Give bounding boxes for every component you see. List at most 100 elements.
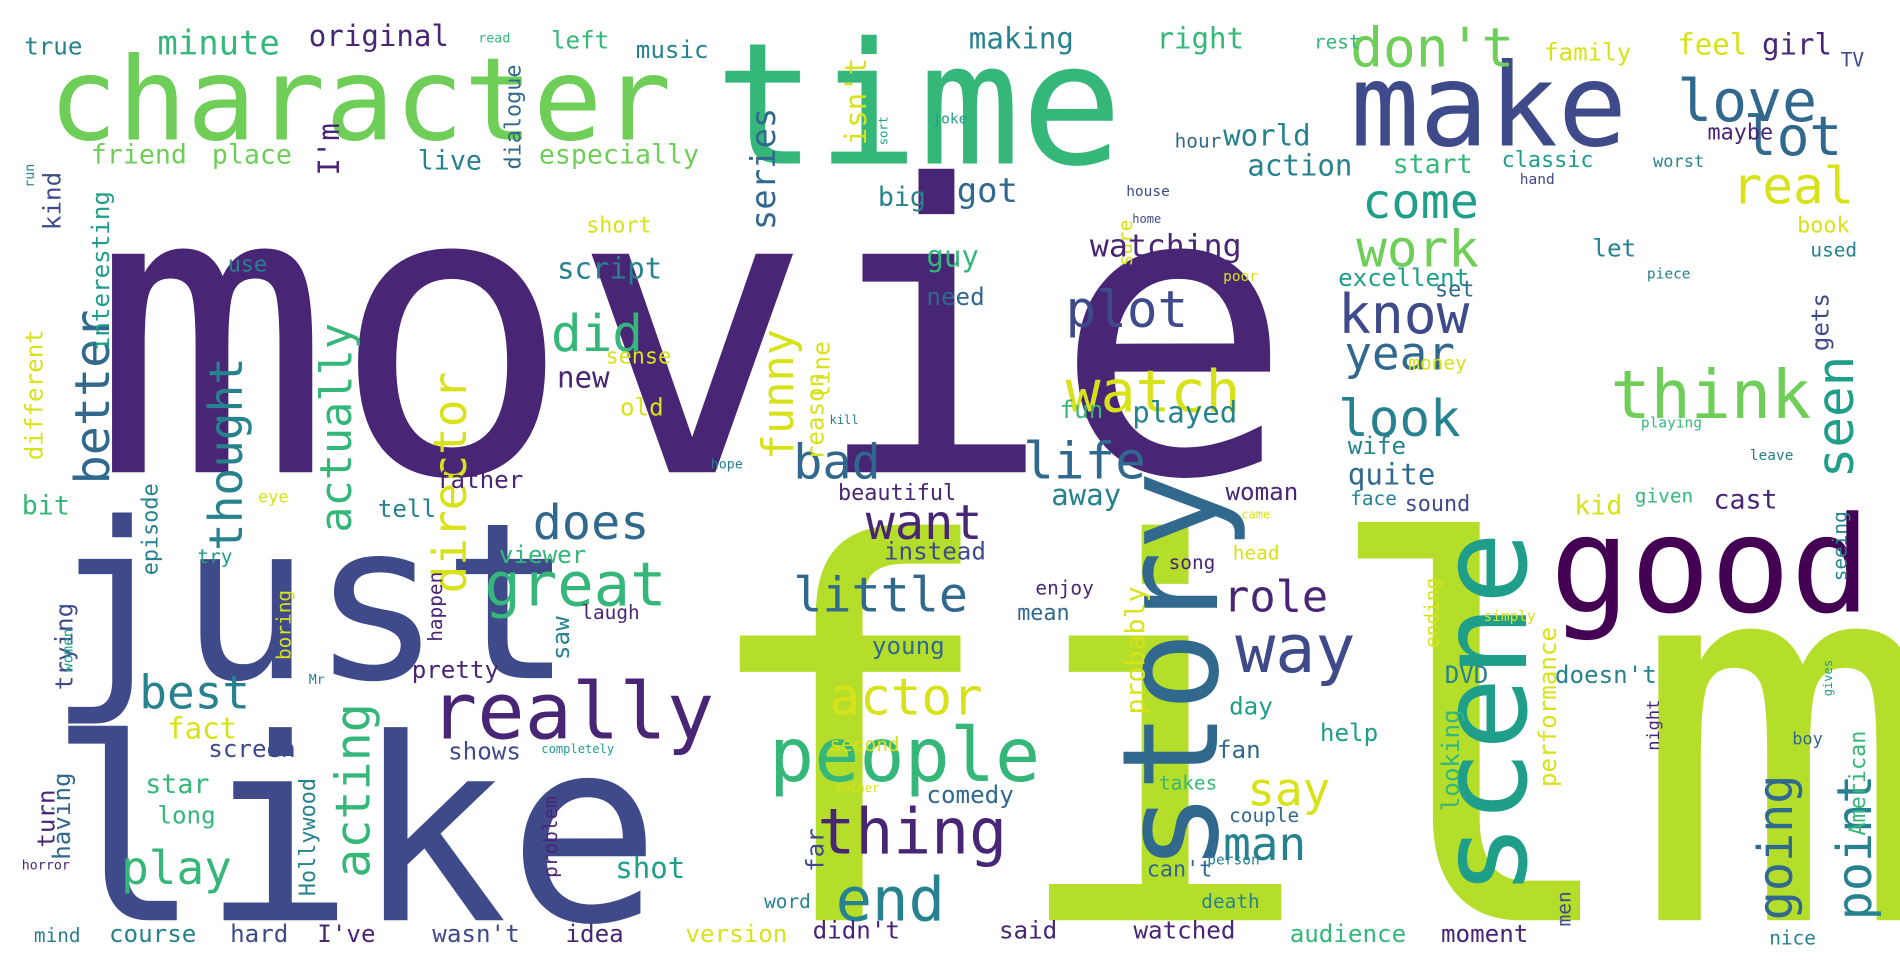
word-actor: actor <box>830 669 983 728</box>
word-head: head <box>1233 542 1280 565</box>
word-series: series <box>744 108 783 230</box>
word-mr: Mr <box>309 673 325 688</box>
word-didn-t: didn't <box>813 917 900 945</box>
word-true: true <box>24 33 82 61</box>
word-maybe: maybe <box>1708 120 1774 145</box>
word-course: course <box>109 920 196 948</box>
word-think: think <box>1611 356 1811 434</box>
word-big: big <box>878 182 926 213</box>
word-hope: hope <box>711 458 743 473</box>
word-kill: kill <box>830 413 859 427</box>
word-father: father <box>436 466 523 494</box>
word-cast: cast <box>1714 485 1778 516</box>
word-short: short <box>586 214 652 239</box>
word-going: going <box>1748 775 1804 921</box>
word-idea: idea <box>566 920 624 948</box>
word-place: place <box>212 140 292 171</box>
word-screen: screen <box>208 735 295 763</box>
word-reason: reason <box>802 373 830 460</box>
word-pretty: pretty <box>412 656 499 684</box>
word-wife: wife <box>1348 432 1406 460</box>
word-script: script <box>557 252 662 286</box>
word-problem: problem <box>539 796 562 878</box>
word-completely: completely <box>541 742 614 756</box>
word-thing: thing <box>817 796 1007 869</box>
word-hour: hour <box>1175 130 1222 153</box>
word-help: help <box>1320 719 1378 747</box>
word-second: second <box>830 733 900 756</box>
word-turn: turn <box>33 789 61 847</box>
word-set: set <box>1435 278 1474 303</box>
word-horror: horror <box>22 859 70 874</box>
word-far: far <box>802 828 830 872</box>
word-simply: simply <box>1483 609 1536 625</box>
word-enjoy: enjoy <box>1035 577 1093 600</box>
word-fact: fact <box>167 712 237 746</box>
word-thought: thought <box>199 357 253 551</box>
word-rest: rest <box>1314 30 1361 53</box>
word-tv: TV <box>1841 49 1865 72</box>
word-life: life <box>1023 432 1146 491</box>
word-know: know <box>1338 282 1469 346</box>
word-boy: boy <box>1792 730 1823 750</box>
word-poor: poor <box>1223 269 1258 285</box>
word-got: got <box>957 171 1018 210</box>
word-did: did <box>551 305 643 364</box>
word-feel: feel <box>1677 28 1747 62</box>
word-action: action <box>1247 149 1352 183</box>
word-good: good <box>1550 489 1871 644</box>
word-given: given <box>1635 485 1693 508</box>
word-young: young <box>872 632 945 660</box>
word-run: run <box>23 164 38 188</box>
word-house: house <box>1126 184 1170 200</box>
word-playing: playing <box>1641 416 1702 432</box>
word-way: way <box>1235 610 1355 688</box>
word-point: point <box>1827 775 1883 921</box>
word-death: death <box>1201 890 1259 913</box>
word-different: different <box>20 329 48 460</box>
word-american: American <box>1846 731 1871 836</box>
word-viewer: viewer <box>499 541 586 569</box>
word-happen: happen <box>424 572 447 642</box>
word-watching: watching <box>1090 229 1242 265</box>
word-came: came <box>1241 507 1270 521</box>
word-isn-t: isn't <box>839 58 873 146</box>
word-mean: mean <box>1017 601 1069 626</box>
word-couple: couple <box>1229 804 1299 827</box>
word-year: year <box>1344 326 1455 380</box>
word-story: story <box>1094 471 1249 872</box>
word-night: night <box>1644 700 1664 751</box>
word-audience: audience <box>1290 920 1407 948</box>
word-face: face <box>1350 487 1397 510</box>
word-plot: plot <box>1066 281 1189 340</box>
word-best: best <box>139 665 250 719</box>
word-gets: gets <box>1807 293 1835 351</box>
word-making: making <box>969 21 1074 55</box>
word-joke: joke <box>932 112 967 128</box>
word-character: character <box>48 33 671 167</box>
word-make: make <box>1350 39 1627 173</box>
word-little: little <box>793 568 968 624</box>
word-word: word <box>764 890 811 913</box>
word-scene: scene <box>1414 532 1555 897</box>
word-ending: ending <box>1421 578 1444 648</box>
word-music: music <box>636 36 709 64</box>
word-i-m: I'm <box>312 123 346 176</box>
word-watch: watch <box>1066 358 1241 426</box>
word-doesn-t: doesn't <box>1555 661 1657 689</box>
word-funny: funny <box>754 329 804 460</box>
word-episode: episode <box>138 483 163 575</box>
word-try: try <box>197 545 232 568</box>
word-long: long <box>157 802 215 830</box>
word-laugh: laugh <box>581 601 639 624</box>
word-right: right <box>1157 21 1245 55</box>
word-need: need <box>926 283 984 311</box>
word-guy: guy <box>926 239 979 273</box>
word-beautiful: beautiful <box>838 481 956 506</box>
word-movie: movie <box>91 102 1294 567</box>
word-can-t: can't <box>1147 858 1213 883</box>
word-seeing: seeing <box>1829 511 1852 581</box>
word-classic: classic <box>1502 148 1594 173</box>
